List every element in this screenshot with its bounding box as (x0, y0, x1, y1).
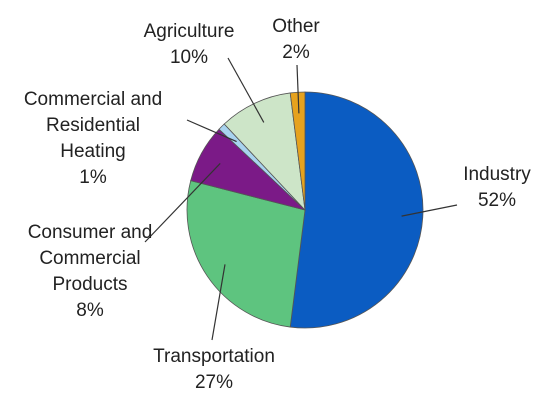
leader-line-transportation (211, 264, 226, 341)
slice-label-consumer-products: Consumer and Commercial Products 8% (28, 222, 153, 321)
pie-slice-transportation (186, 180, 306, 328)
leader-line-agriculture (227, 57, 265, 123)
leader-line-heating (186, 119, 237, 143)
pie-slice-industry (289, 91, 424, 329)
leader-line-other (296, 64, 300, 114)
leader-line-consumer-products (144, 162, 221, 243)
slice-label-heating: Commercial and Residential Heating 1% (24, 89, 162, 188)
slice-label-transportation: Transportation 27% (153, 346, 275, 393)
leader-line-industry (401, 204, 458, 217)
slice-label-agriculture: Agriculture 10% (144, 21, 235, 68)
pie-slice-agriculture (223, 92, 306, 212)
slice-label-industry: Industry 52% (463, 164, 531, 211)
slice-label-other: Other 2% (272, 16, 320, 63)
